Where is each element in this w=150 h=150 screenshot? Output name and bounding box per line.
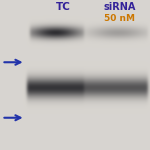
Text: 50 nM: 50 nM — [105, 14, 135, 23]
Text: TC: TC — [56, 2, 70, 12]
Text: siRNA: siRNA — [104, 2, 136, 12]
